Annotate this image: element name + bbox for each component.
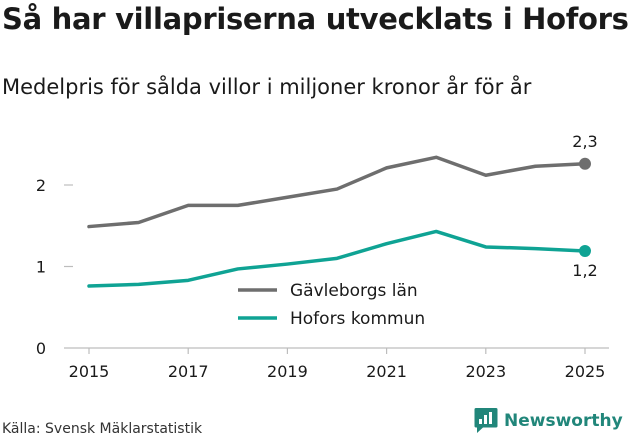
series-end-point xyxy=(579,157,591,170)
chart-axes: 0 1 2 2015 2017 2019 2021 2023 2025 xyxy=(36,176,609,381)
line-chart: 0 1 2 2015 2017 2019 2021 2023 2025 2,3 1,2 Gävle… xyxy=(36,132,609,381)
y-tick-label: 2 xyxy=(36,176,46,195)
chart-subtitle: Medelpris för sålda villor i miljoner kr… xyxy=(2,75,532,99)
legend-label: Gävleborgs län xyxy=(290,281,418,301)
x-tick-label: 2025 xyxy=(565,362,606,381)
series-line xyxy=(87,229,587,288)
x-tick-label: 2023 xyxy=(465,362,506,381)
x-tick-label: 2015 xyxy=(69,362,110,381)
chart-series: 2,3 1,2 xyxy=(87,132,598,288)
series-line xyxy=(87,155,587,229)
y-tick-label: 1 xyxy=(36,258,46,277)
series-end-point xyxy=(579,245,591,258)
chart-legend: Gävleborgs län Hofors kommun xyxy=(238,281,425,329)
x-tick-label: 2021 xyxy=(366,362,407,381)
x-tick-label: 2017 xyxy=(168,362,209,381)
brand-name: Newsworthy xyxy=(504,410,623,431)
series-end-label: 1,2 xyxy=(572,261,597,280)
newsworthy-logo-icon xyxy=(474,408,498,433)
legend-label: Hofors kommun xyxy=(290,309,425,329)
x-tick-label: 2019 xyxy=(267,362,308,381)
source-note: Källa: Svensk Mäklarstatistik xyxy=(2,421,203,437)
chart-title: Så har villapriserna utvecklats i Hofors xyxy=(2,2,629,36)
brand-logo: Newsworthy xyxy=(474,407,623,434)
y-tick-label: 0 xyxy=(36,339,46,358)
series-end-label: 2,3 xyxy=(572,132,597,151)
